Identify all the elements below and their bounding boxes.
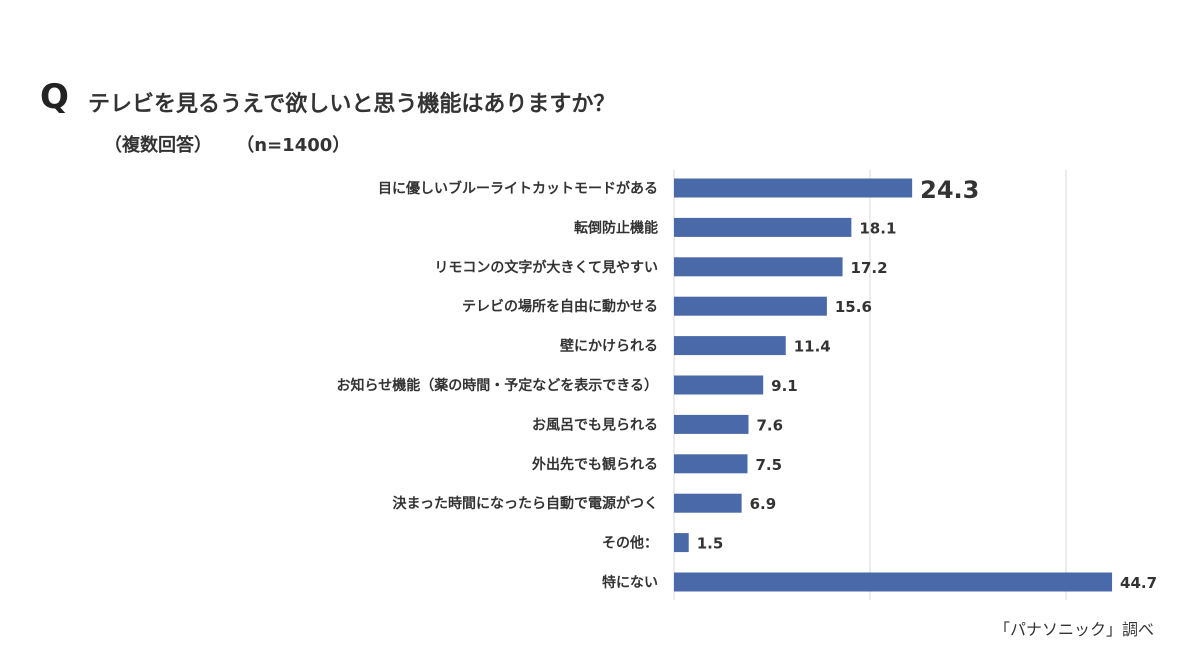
category-label-6: お風呂でも見られる: [532, 417, 658, 433]
category-label-7: 外出先でも観られる: [532, 456, 658, 473]
category-label-4: 壁にかけられる: [560, 338, 658, 355]
value-label-6: 7.6: [756, 416, 783, 434]
bar-9: [674, 533, 689, 553]
category-labels: 目に優しいブルーライトカットモードがある転倒防止機能リモコンの文字が大きくて見や…: [337, 180, 658, 591]
bar-7: [674, 454, 748, 474]
bar-3: [674, 296, 827, 316]
category-label-10: 特にない: [602, 574, 658, 591]
q-mark: Q: [40, 77, 69, 117]
sample-size: （n=1400）: [236, 135, 351, 156]
value-label-9: 1.5: [697, 535, 724, 553]
category-label-8: 決まった時間になったら自動で電源がつく: [393, 495, 658, 512]
value-label-10: 44.7: [1120, 574, 1157, 592]
bar-0: [674, 178, 913, 198]
chart-title: テレビを見るうえで欲しいと思う機能はありますか？: [88, 92, 616, 117]
bar-2: [674, 257, 843, 277]
value-label-8: 6.9: [750, 495, 777, 513]
bar-10: [674, 572, 1113, 592]
value-label-1: 18.1: [859, 219, 896, 237]
category-label-0: 目に優しいブルーライトカットモードがある: [378, 180, 658, 197]
bar-1: [674, 217, 852, 237]
value-label-7: 7.5: [756, 456, 783, 474]
category-label-5: お知らせ機能（薬の時間・予定などを表示できる）: [337, 377, 658, 394]
multiple-answer-note: （複数回答）: [104, 135, 212, 156]
category-label-1: 転倒防止機能: [574, 219, 658, 236]
bars: [674, 178, 1113, 592]
value-label-2: 17.2: [851, 259, 888, 277]
value-label-5: 9.1: [771, 377, 798, 395]
value-labels: 24.3 18.1 17.2 15.6 11.4 9.1 7.6 7.5 6.9 1.5 44.7: [697, 176, 1157, 592]
bar-6: [674, 414, 749, 434]
category-label-2: リモコンの文字が大きくて見やすい: [434, 259, 658, 276]
chart-subtitle: （複数回答） （n=1400）: [104, 131, 368, 157]
category-label-3: テレビの場所を自由に動かせる: [462, 298, 658, 315]
value-label-0: 24.3: [920, 176, 979, 204]
category-label-9: その他：: [602, 535, 658, 552]
bar-5: [674, 375, 764, 395]
value-label-4: 11.4: [794, 338, 831, 356]
bar-4: [674, 336, 786, 356]
source-note: 「パナソニック」調べ: [993, 620, 1154, 639]
bar-8: [674, 493, 742, 513]
value-label-3: 15.6: [835, 298, 872, 316]
